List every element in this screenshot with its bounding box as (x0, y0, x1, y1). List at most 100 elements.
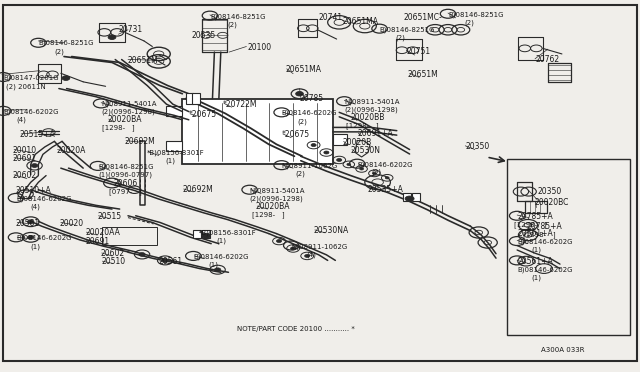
Text: 20530N: 20530N (351, 146, 381, 155)
Text: B)08146-6202G: B)08146-6202G (517, 266, 573, 273)
Text: 20561: 20561 (159, 257, 183, 266)
Bar (166, 106, 182, 116)
Text: (1): (1) (531, 274, 541, 281)
Text: 20535: 20535 (192, 31, 216, 40)
Text: 20020A: 20020A (56, 146, 86, 155)
Circle shape (360, 168, 364, 170)
Text: 20651MA: 20651MA (285, 65, 321, 74)
Text: 20741: 20741 (318, 13, 342, 22)
Circle shape (311, 144, 316, 147)
Circle shape (28, 235, 34, 239)
Text: NOTE/PART CODE 20100 ........... *: NOTE/PART CODE 20100 ........... * (237, 326, 355, 332)
Circle shape (162, 259, 168, 262)
Text: B)08146-8251G: B)08146-8251G (38, 39, 94, 46)
Text: 20651MC-: 20651MC- (403, 13, 442, 22)
Text: (1): (1) (531, 247, 541, 253)
Text: *20722M: *20722M (223, 100, 257, 109)
Text: (2)(0996-1298): (2)(0996-1298) (250, 195, 303, 202)
Text: [1298-   ]: [1298- ] (523, 232, 556, 238)
Text: (2): (2) (227, 22, 237, 28)
Circle shape (214, 268, 221, 272)
Circle shape (202, 233, 211, 238)
Text: (4): (4) (31, 203, 40, 210)
Text: (2): (2) (465, 19, 474, 26)
Text: (4): (4) (16, 116, 26, 123)
Text: 20785+A: 20785+A (517, 212, 553, 221)
Text: [1298-   ]: [1298- ] (102, 125, 135, 131)
Text: (4): (4) (306, 251, 316, 258)
Text: [1298-   ]: [1298- ] (346, 122, 378, 129)
Text: B)08146-8251G: B)08146-8251G (98, 163, 154, 170)
Text: 20692M: 20692M (182, 185, 213, 194)
Text: N)08911-5401A: N)08911-5401A (250, 187, 305, 194)
Text: B)08146-8251G: B)08146-8251G (380, 26, 435, 33)
Text: (1): (1) (31, 243, 41, 250)
Text: (2): (2) (54, 49, 64, 55)
Circle shape (372, 172, 376, 174)
Text: B)08146-6202G: B)08146-6202G (517, 238, 573, 245)
Bar (202, 230, 210, 238)
Text: 20691: 20691 (13, 154, 37, 163)
Text: B)08146-6202G: B)08146-6202G (3, 108, 59, 115)
Text: A300A 033R: A300A 033R (541, 347, 584, 353)
Text: B)08146-8251G: B)08146-8251G (210, 13, 266, 20)
Text: 20651M: 20651M (128, 56, 159, 65)
Text: B)08146-6202G: B)08146-6202G (16, 195, 72, 202)
Circle shape (62, 76, 70, 80)
Text: 20020BA: 20020BA (256, 202, 291, 211)
Text: N)08911-5401A: N)08911-5401A (101, 101, 157, 108)
Bar (193, 230, 201, 238)
Text: 20751: 20751 (406, 47, 431, 56)
Text: 20762: 20762 (535, 55, 559, 64)
Circle shape (108, 35, 116, 39)
Text: 20692M: 20692M (125, 137, 156, 146)
Text: 20606: 20606 (114, 179, 138, 187)
Text: (2)(0996-1298): (2)(0996-1298) (101, 108, 155, 115)
Text: [1298-   ]: [1298- ] (252, 212, 284, 218)
Text: (2) 20611N: (2) 20611N (6, 83, 46, 90)
Text: 20785+A: 20785+A (526, 222, 562, 231)
Text: 20510: 20510 (101, 257, 125, 266)
Text: (2)(0996-1298): (2)(0996-1298) (344, 106, 398, 113)
Text: (1)(0996-0797): (1)(0996-0797) (98, 171, 152, 178)
Text: 20020AA: 20020AA (85, 228, 120, 237)
Text: 20100: 20100 (248, 43, 272, 52)
Bar (192, 93, 200, 104)
Circle shape (347, 163, 351, 166)
Text: B)08146-8251G: B)08146-8251G (448, 12, 504, 18)
Text: 20020: 20020 (60, 219, 84, 228)
Text: 20785: 20785 (300, 94, 324, 103)
Text: B)08146-6202G: B)08146-6202G (357, 161, 413, 168)
Text: 20561+A: 20561+A (517, 257, 553, 266)
Text: 20561+A: 20561+A (517, 229, 553, 238)
Circle shape (337, 158, 342, 161)
Text: [0797-   ]: [0797- ] (109, 188, 141, 195)
Bar (412, 193, 420, 201)
Text: B)08147-0201G: B)08147-0201G (3, 74, 59, 81)
Text: 20010: 20010 (13, 146, 37, 155)
Text: 20651M: 20651M (408, 70, 438, 79)
Text: (1): (1) (216, 238, 227, 244)
Circle shape (405, 196, 414, 201)
Text: 20731: 20731 (118, 25, 143, 34)
Text: (2): (2) (298, 118, 307, 125)
Text: (2): (2) (396, 35, 405, 41)
Bar (186, 93, 193, 104)
Text: (1): (1) (165, 157, 175, 164)
Text: 20510+A: 20510+A (16, 186, 52, 195)
Text: 20350: 20350 (538, 187, 562, 196)
Bar (102, 227, 157, 245)
Bar (403, 193, 411, 201)
Text: B)08146-6202G: B)08146-6202G (282, 110, 337, 116)
Text: *20675: *20675 (282, 130, 310, 139)
Text: N)08911-1062G: N)08911-1062G (282, 163, 338, 169)
Bar (166, 141, 182, 151)
Text: (9): (9) (371, 169, 381, 176)
Text: (2): (2) (296, 171, 305, 177)
Text: 20691+A: 20691+A (357, 129, 393, 138)
Text: 20515: 20515 (97, 212, 122, 221)
Text: B)08146-6202G: B)08146-6202G (193, 253, 249, 260)
Text: 20020BB: 20020BB (351, 113, 385, 122)
Text: 20651MA: 20651MA (342, 17, 378, 26)
Bar (333, 134, 347, 145)
